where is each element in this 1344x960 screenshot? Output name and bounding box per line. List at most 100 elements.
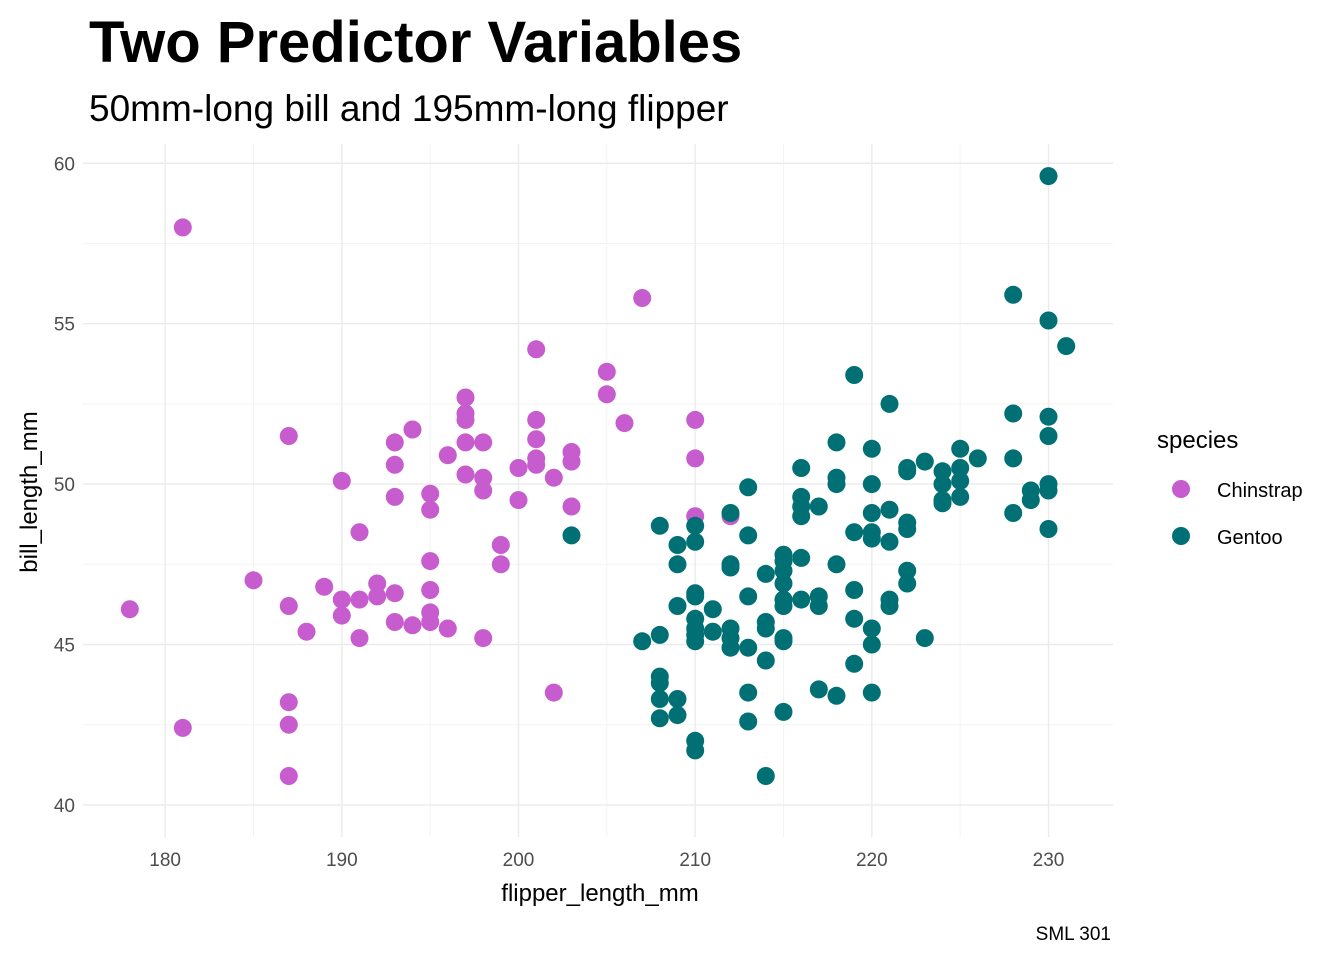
data-point-chinstrap bbox=[403, 420, 422, 439]
y-axis-ticks: 40 45 50 55 60 bbox=[54, 154, 75, 817]
data-point-chinstrap bbox=[527, 410, 546, 429]
x-tick-label: 200 bbox=[503, 850, 535, 871]
data-point-gentoo bbox=[951, 459, 970, 477]
data-point-chinstrap bbox=[297, 622, 316, 641]
data-point-gentoo bbox=[915, 452, 934, 471]
data-point-chinstrap bbox=[173, 218, 192, 237]
data-point-chinstrap bbox=[368, 574, 387, 593]
data-point-chinstrap bbox=[474, 468, 493, 487]
data-point-gentoo bbox=[827, 475, 846, 494]
data-point-gentoo bbox=[845, 523, 864, 542]
data-point-chinstrap bbox=[173, 718, 192, 737]
data-point-gentoo bbox=[880, 500, 899, 519]
x-axis-label: flipper_length_mm bbox=[501, 880, 698, 907]
data-point-gentoo bbox=[650, 516, 669, 535]
data-point-gentoo bbox=[862, 619, 881, 638]
data-point-chinstrap bbox=[421, 552, 440, 571]
data-point-chinstrap bbox=[120, 600, 139, 619]
data-point-gentoo bbox=[650, 674, 669, 692]
data-point-gentoo bbox=[792, 459, 811, 477]
data-point-gentoo bbox=[862, 529, 881, 548]
data-point-gentoo bbox=[774, 632, 793, 651]
data-point-gentoo bbox=[668, 706, 687, 725]
data-point-chinstrap bbox=[279, 597, 298, 615]
data-point-gentoo bbox=[827, 686, 846, 705]
legend-title: species bbox=[1157, 427, 1238, 454]
data-point-gentoo bbox=[686, 632, 705, 651]
data-point-gentoo bbox=[739, 638, 758, 657]
data-point-chinstrap bbox=[527, 340, 546, 359]
x-tick-label: 230 bbox=[1033, 850, 1065, 871]
data-point-gentoo bbox=[686, 516, 705, 535]
data-point-gentoo bbox=[562, 526, 581, 545]
legend: species Chinstrap Gentoo bbox=[1157, 427, 1303, 549]
data-point-gentoo bbox=[933, 462, 952, 481]
data-point-chinstrap bbox=[544, 683, 563, 702]
data-point-gentoo bbox=[845, 654, 864, 673]
data-point-chinstrap bbox=[562, 452, 581, 471]
data-point-chinstrap bbox=[527, 455, 546, 474]
data-point-gentoo bbox=[1057, 337, 1076, 356]
data-point-gentoo bbox=[756, 767, 775, 785]
data-point-gentoo bbox=[862, 439, 881, 458]
data-point-gentoo bbox=[1039, 167, 1058, 186]
data-point-gentoo bbox=[1039, 520, 1058, 538]
data-point-chinstrap bbox=[456, 410, 475, 429]
data-point-gentoo bbox=[686, 532, 705, 551]
data-point-gentoo bbox=[951, 471, 970, 490]
data-point-gentoo bbox=[792, 507, 811, 526]
chart-subtitle: 50mm-long bill and 195mm-long flipper bbox=[89, 88, 729, 129]
data-point-chinstrap bbox=[350, 590, 369, 609]
data-point-gentoo bbox=[951, 487, 970, 506]
data-point-chinstrap bbox=[315, 577, 334, 596]
data-point-gentoo bbox=[951, 439, 970, 458]
data-point-chinstrap bbox=[368, 587, 387, 606]
data-point-chinstrap bbox=[244, 571, 263, 590]
data-point-chinstrap bbox=[421, 613, 440, 631]
data-point-gentoo bbox=[739, 587, 758, 606]
data-point-gentoo bbox=[1039, 407, 1058, 426]
data-point-gentoo bbox=[1021, 491, 1040, 510]
data-point-gentoo bbox=[845, 366, 864, 384]
data-point-gentoo bbox=[809, 597, 828, 615]
x-tick-label: 210 bbox=[679, 850, 711, 871]
data-point-gentoo bbox=[1004, 285, 1023, 304]
data-point-gentoo bbox=[898, 462, 917, 481]
data-point-chinstrap bbox=[597, 362, 616, 381]
data-point-gentoo bbox=[862, 475, 881, 494]
legend-label-gentoo: Gentoo bbox=[1217, 527, 1283, 549]
x-axis-ticks: 180 190 200 210 220 230 bbox=[149, 850, 1064, 871]
y-tick-label: 50 bbox=[54, 475, 75, 496]
data-point-gentoo bbox=[809, 680, 828, 699]
data-point-chinstrap bbox=[385, 455, 404, 474]
data-point-chinstrap bbox=[686, 449, 705, 468]
data-point-gentoo bbox=[774, 561, 793, 580]
data-point-gentoo bbox=[880, 597, 899, 615]
data-point-chinstrap bbox=[527, 430, 546, 449]
data-point-gentoo bbox=[862, 683, 881, 702]
data-point-chinstrap bbox=[686, 410, 705, 429]
data-point-chinstrap bbox=[403, 616, 422, 635]
data-point-chinstrap bbox=[474, 629, 493, 648]
data-point-gentoo bbox=[792, 590, 811, 609]
data-point-gentoo bbox=[756, 651, 775, 670]
data-point-gentoo bbox=[756, 619, 775, 638]
data-point-chinstrap bbox=[385, 487, 404, 506]
data-point-chinstrap bbox=[474, 433, 493, 452]
data-point-gentoo bbox=[739, 683, 758, 702]
x-tick-label: 220 bbox=[856, 850, 888, 871]
data-point-gentoo bbox=[827, 433, 846, 452]
data-point-chinstrap bbox=[421, 581, 440, 599]
data-point-gentoo bbox=[845, 581, 864, 599]
data-point-gentoo bbox=[1039, 427, 1058, 445]
data-point-gentoo bbox=[774, 597, 793, 615]
data-point-gentoo bbox=[739, 712, 758, 731]
data-point-gentoo bbox=[1039, 311, 1058, 330]
data-point-chinstrap bbox=[279, 427, 298, 445]
data-point-gentoo bbox=[880, 532, 899, 551]
data-point-gentoo bbox=[862, 504, 881, 522]
data-point-chinstrap bbox=[350, 523, 369, 542]
data-point-gentoo bbox=[756, 564, 775, 583]
data-point-gentoo bbox=[668, 536, 687, 554]
